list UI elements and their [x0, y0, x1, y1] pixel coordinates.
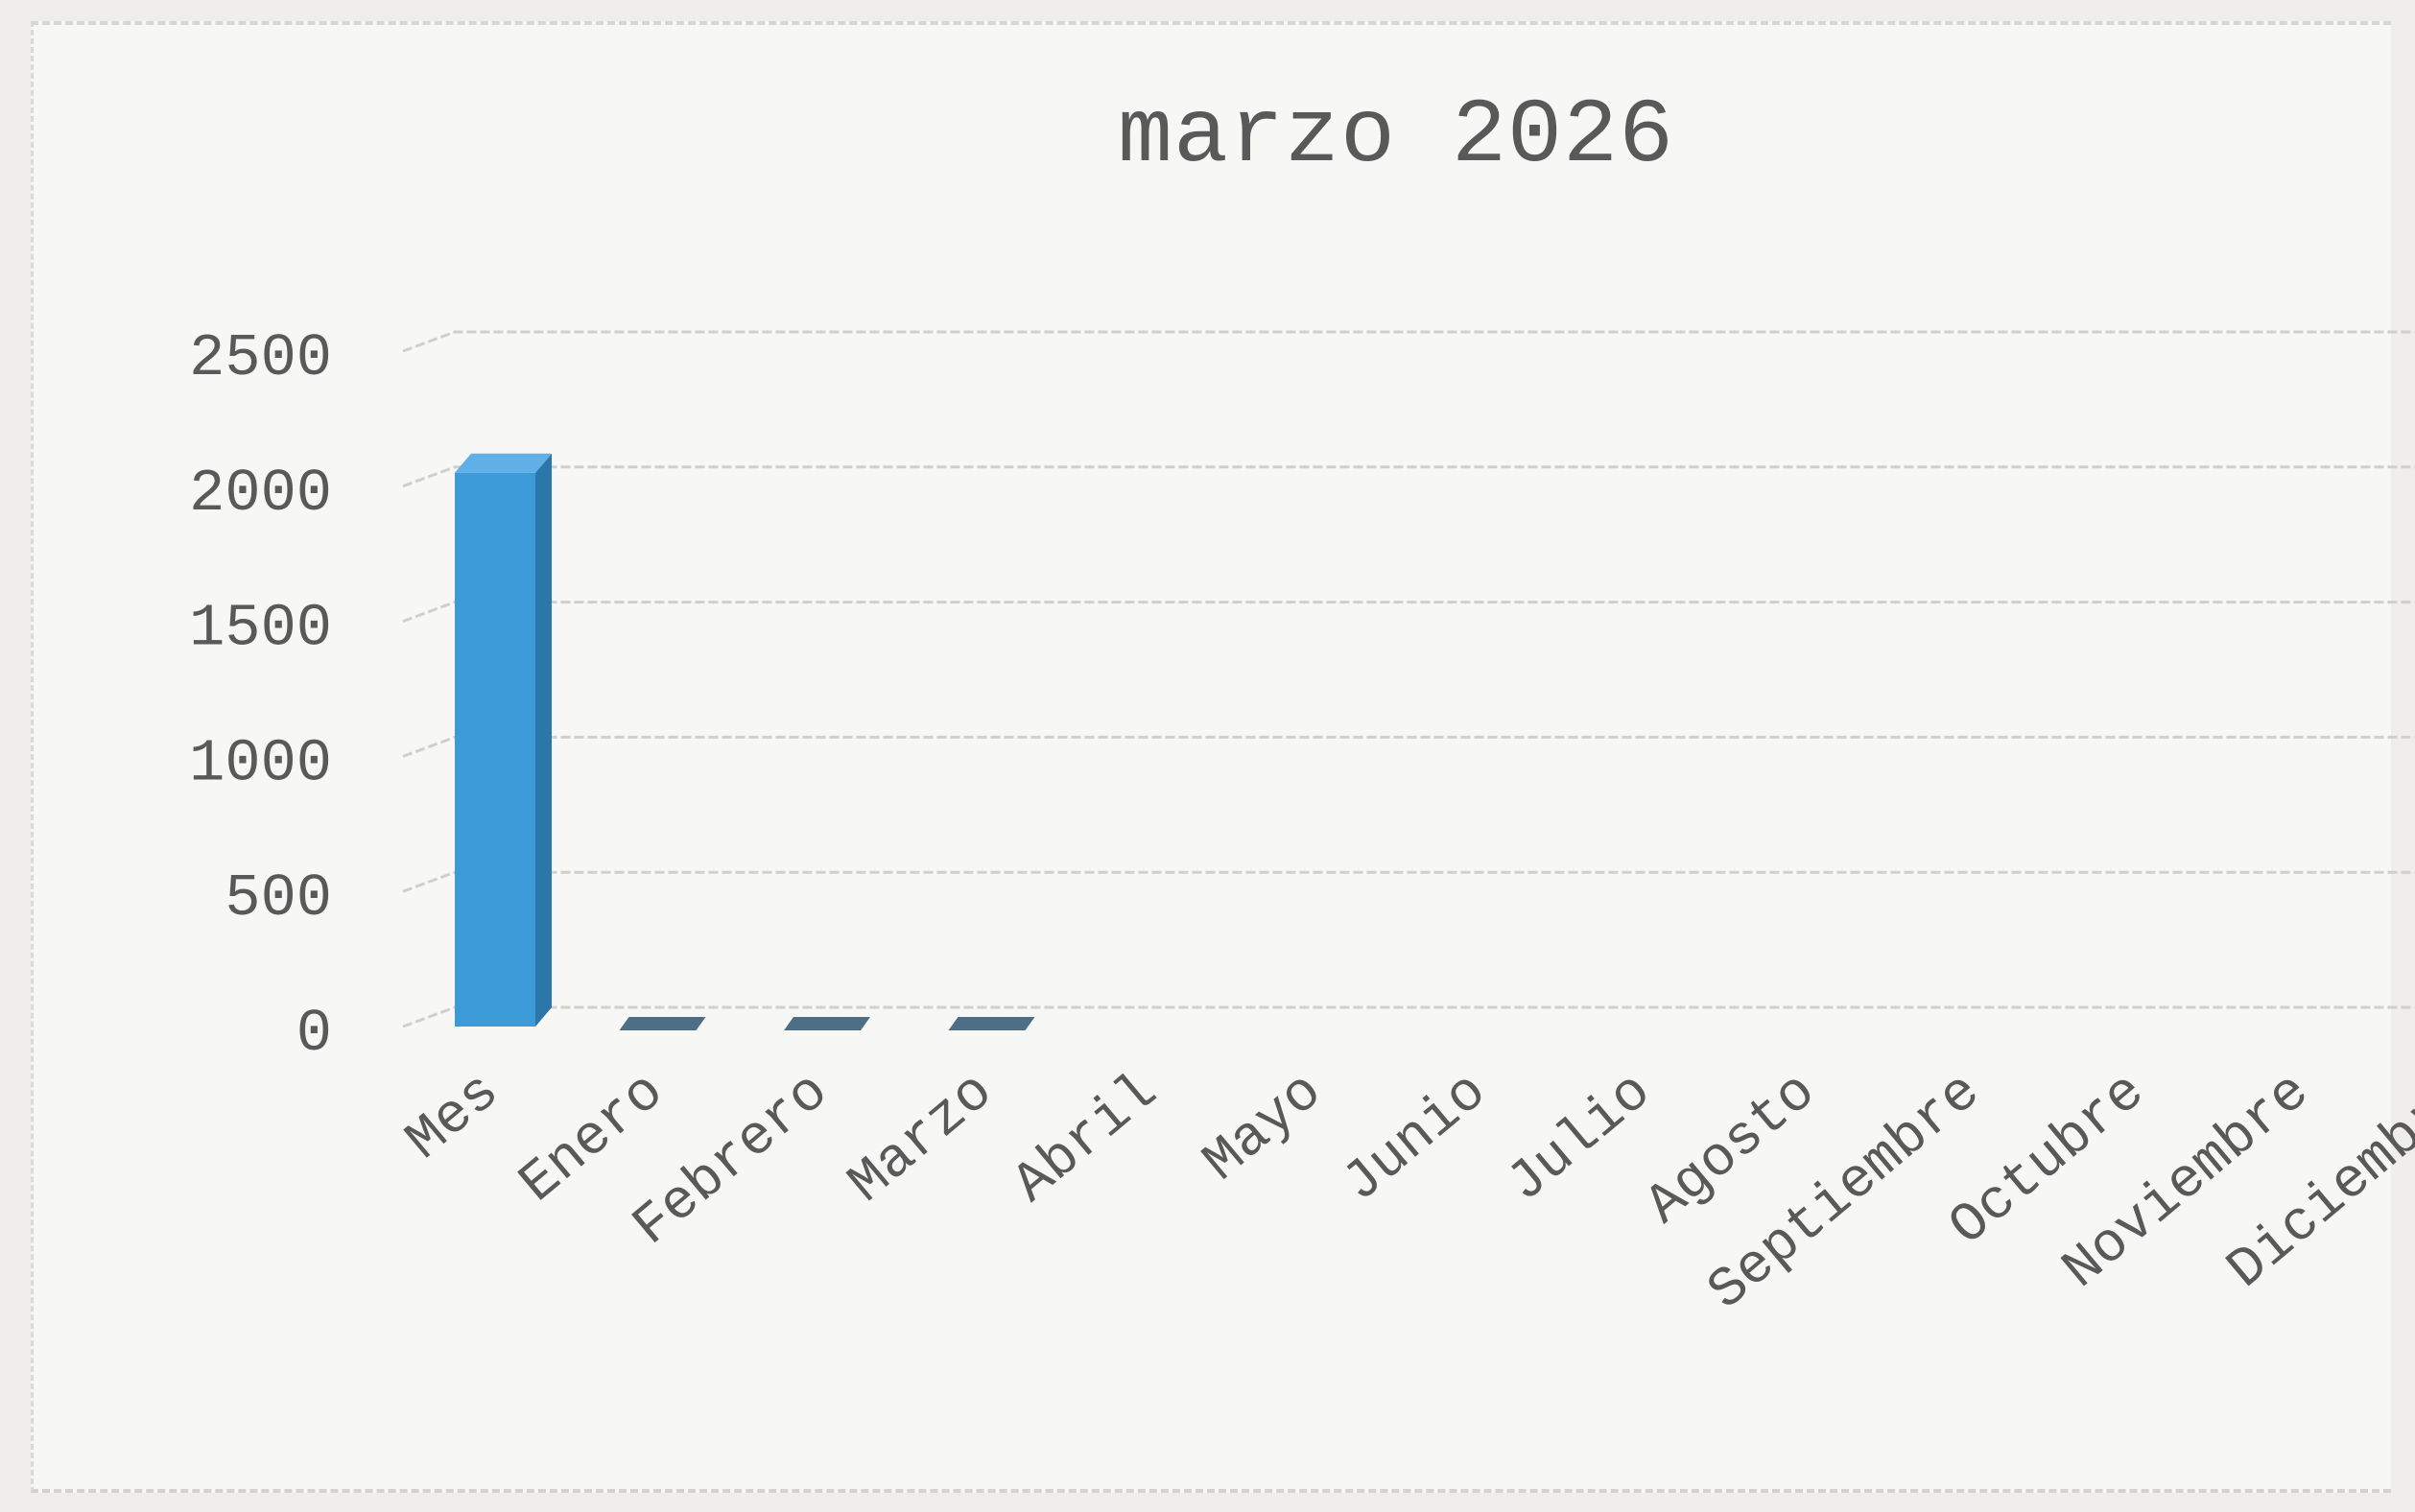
bar-front: [455, 472, 535, 1028]
y-tick-label: 1000: [189, 729, 332, 797]
bar-top: [455, 453, 552, 473]
gridline: [402, 735, 2415, 758]
chart-title: marzo 2026: [1117, 84, 1675, 188]
y-tick-label: 2500: [189, 324, 332, 392]
bar-mes: [455, 453, 552, 1028]
y-tick-label: 1500: [189, 595, 332, 663]
y-tick-label: 2000: [189, 460, 332, 528]
bar-marzo: [948, 1017, 1035, 1030]
chart-frame: [31, 21, 2391, 1493]
x-category-label: Abril: [1002, 1061, 1170, 1217]
bar-zero: [948, 1017, 1035, 1030]
gridline: [402, 330, 2415, 353]
bar-zero: [619, 1017, 706, 1030]
x-category-label: Marzo: [838, 1061, 1006, 1217]
gridline: [402, 870, 2415, 893]
gridline: [402, 465, 2415, 488]
y-tick-label: 500: [225, 864, 332, 933]
bars: [455, 453, 1035, 1030]
bar-side: [535, 453, 552, 1028]
gridline: [402, 601, 2415, 624]
y-tick-label: 0: [296, 1000, 332, 1068]
bar-febrero: [784, 1017, 870, 1030]
bar-enero: [619, 1017, 706, 1030]
bar-zero: [784, 1017, 870, 1030]
x-category-label: Mayo: [1193, 1061, 1335, 1194]
x-category-label: Mes: [395, 1061, 512, 1173]
gridlines: [402, 330, 2415, 1028]
y-axis-ticks: 2500 2000 1500 1000 500 0: [189, 324, 332, 1068]
x-category-label: Junio: [1331, 1061, 1499, 1217]
